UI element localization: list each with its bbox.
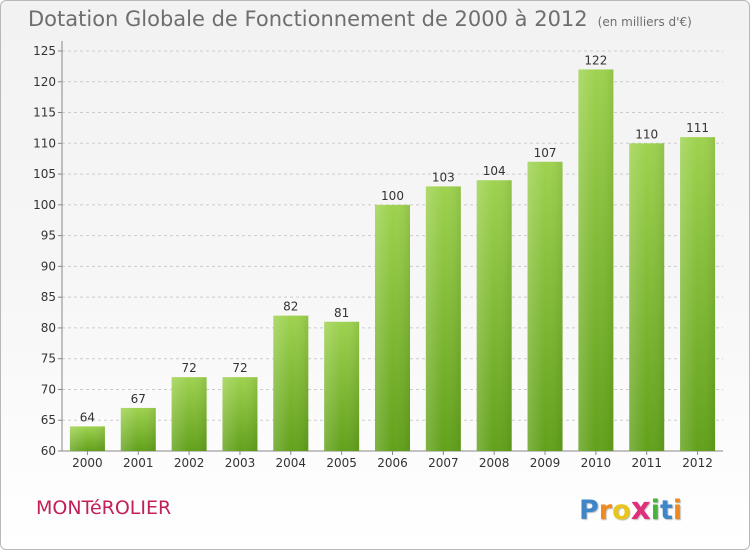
y-tick-label: 85 — [41, 290, 56, 304]
x-tick-label: 2000 — [72, 456, 103, 470]
value-label: 110 — [635, 127, 658, 141]
chart-title: Dotation Globale de Fonctionnement de 20… — [28, 7, 692, 31]
bar-shade — [578, 69, 614, 451]
y-tick-label: 120 — [33, 75, 56, 89]
proxiti-logo[interactable]: Proxiti — [579, 491, 682, 527]
value-label: 72 — [181, 361, 196, 375]
bar-shade — [629, 143, 665, 452]
value-label: 103 — [432, 170, 455, 184]
logo-letter: i — [672, 495, 683, 526]
value-label: 111 — [686, 121, 709, 135]
x-tick-labels: 2000 2001 2002 2003 2004 2005 2006 2007 2008 2009… — [72, 451, 713, 470]
value-label: 100 — [381, 189, 404, 203]
value-label: 67 — [131, 392, 146, 406]
value-label: 122 — [584, 53, 607, 67]
logo-letter: r — [598, 495, 613, 526]
y-tick-label: 95 — [41, 229, 56, 243]
bar-shade — [222, 377, 258, 451]
x-tick-label: 2010 — [581, 456, 612, 470]
value-label: 107 — [534, 146, 557, 160]
y-tick-label: 110 — [33, 136, 56, 150]
bar-shade — [425, 186, 461, 451]
value-label: 104 — [483, 164, 506, 178]
x-tick-label: 2006 — [377, 456, 408, 470]
value-label: 72 — [232, 361, 247, 375]
y-tick-label: 65 — [41, 413, 56, 427]
commune-name: MONTéROLIER — [36, 497, 172, 519]
value-label: 64 — [80, 410, 95, 424]
value-label: 81 — [334, 306, 349, 320]
y-tick-label: 105 — [33, 167, 56, 181]
logo-letter: P — [579, 495, 599, 526]
bar-shade — [273, 315, 309, 451]
y-tick-label: 70 — [41, 382, 56, 396]
x-tick-label: 2002 — [174, 456, 205, 470]
x-tick-label: 2004 — [276, 456, 307, 470]
bar-shade — [324, 321, 360, 451]
y-tick-label: 100 — [33, 198, 56, 212]
chart-unit: (en milliers d'€) — [597, 15, 692, 29]
x-tick-label: 2008 — [479, 456, 510, 470]
value-label: 82 — [283, 300, 298, 314]
y-tick-label: 90 — [41, 259, 56, 273]
bars — [69, 69, 716, 452]
bar-shade — [680, 137, 716, 451]
chart-title-text: Dotation Globale de Fonctionnement de 20… — [28, 7, 588, 31]
logo-letter: i — [650, 495, 660, 526]
x-tick-label: 2012 — [682, 456, 713, 470]
y-tick-label: 80 — [41, 321, 56, 335]
y-tick-label: 115 — [33, 106, 56, 120]
bar-shade — [527, 161, 563, 451]
logo-letter: t — [659, 495, 673, 526]
x-tick-label: 2003 — [225, 456, 256, 470]
y-tick-label: 75 — [41, 352, 56, 366]
x-tick-label: 2011 — [631, 456, 662, 470]
bar-shade — [120, 407, 156, 451]
bar-shade — [69, 426, 105, 451]
y-tick-labels: 60 65 70 75 80 85 90 95 100 105 110 115 120 125 — [33, 44, 56, 458]
y-tick-label: 60 — [41, 444, 56, 458]
bar-shade — [375, 204, 410, 451]
value-labels: 64 67 72 72 82 81 100 103 104 107 122 110 111 — [80, 53, 709, 424]
logo-letter: x — [630, 491, 651, 527]
bar-shade — [476, 180, 512, 451]
x-tick-label: 2001 — [123, 456, 154, 470]
bar-shade — [171, 377, 207, 451]
x-tick-label: 2005 — [326, 456, 357, 470]
logo-letter: o — [612, 495, 631, 526]
y-tick-label: 125 — [33, 44, 56, 58]
x-tick-label: 2007 — [428, 456, 459, 470]
x-tick-label: 2009 — [530, 456, 561, 470]
